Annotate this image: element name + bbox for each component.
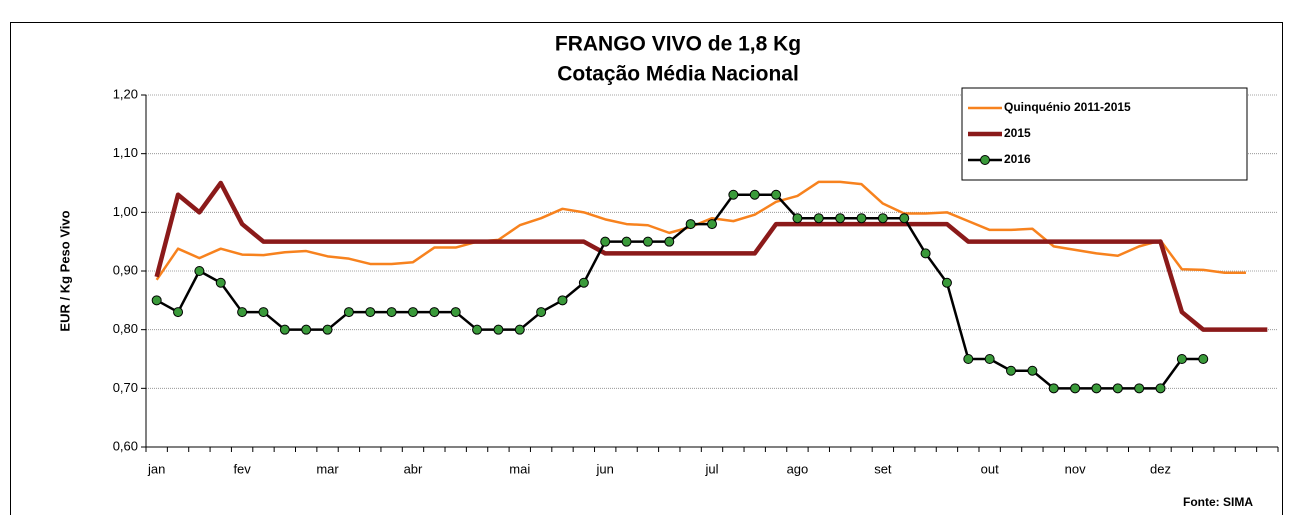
data-point (1198, 354, 1209, 364)
data-point (536, 307, 547, 318)
data-point (429, 307, 440, 318)
data-point (963, 354, 974, 364)
data-point (728, 189, 739, 200)
legend-label: Quinquénio 2011-2015 (1004, 100, 1131, 114)
x-tick-label: abr (404, 461, 423, 476)
data-point (194, 266, 205, 276)
data-point (1112, 383, 1123, 394)
data-point (664, 236, 675, 247)
data-point (1006, 365, 1017, 376)
data-point (941, 277, 952, 288)
legend-label: 2015 (1004, 126, 1031, 140)
data-point (386, 307, 397, 318)
data-point (237, 307, 248, 318)
data-point (514, 324, 525, 335)
data-point (1176, 354, 1187, 364)
data-point (600, 236, 611, 247)
x-tick-label: mai (509, 461, 530, 476)
y-axis-title: EUR / Kg Peso Vivo (57, 210, 72, 331)
data-point (792, 213, 803, 224)
data-point (343, 307, 354, 318)
data-point (685, 219, 696, 230)
data-point (642, 236, 653, 247)
data-point (258, 307, 269, 318)
data-point (835, 213, 846, 224)
data-point (749, 189, 760, 200)
x-tick-label: jul (704, 461, 718, 476)
data-point (1155, 383, 1166, 394)
data-point (1048, 383, 1059, 394)
data-point (707, 219, 717, 230)
data-point (1027, 365, 1038, 376)
x-tick-label: jun (596, 461, 614, 476)
data-point (365, 307, 376, 318)
data-point (151, 295, 162, 306)
x-tick-label: dez (1150, 461, 1171, 476)
data-point (813, 213, 824, 224)
data-point (407, 307, 418, 318)
x-tick-label: ago (787, 461, 809, 476)
data-point (1070, 383, 1081, 394)
legend-marker (980, 155, 990, 165)
data-point (450, 307, 461, 318)
y-tick-label: 1,00 (113, 204, 138, 219)
data-point (920, 248, 931, 259)
data-point (877, 213, 888, 224)
source-note: Fonte: SIMA (1183, 495, 1253, 509)
data-point (984, 354, 995, 364)
data-point (493, 324, 504, 335)
series-line (154, 180, 1268, 332)
data-point (557, 295, 568, 306)
data-point (771, 189, 782, 200)
data-point (279, 324, 290, 335)
chart-subtitle: Cotação Média Nacional (557, 63, 799, 86)
data-point (578, 277, 589, 288)
data-point (899, 213, 910, 224)
data-point (1134, 383, 1145, 394)
y-tick-label: 1,10 (113, 145, 138, 160)
data-point (301, 324, 312, 335)
data-point (472, 324, 483, 335)
x-tick-label: nov (1065, 461, 1086, 476)
y-tick-label: 0,90 (113, 262, 138, 277)
y-tick-label: 0,80 (113, 321, 138, 336)
y-tick-label: 1,20 (113, 86, 138, 101)
legend-label: 2016 (1004, 152, 1031, 166)
data-point (215, 277, 226, 288)
x-tick-label: mar (316, 461, 339, 476)
x-tick-label: fev (233, 461, 251, 476)
data-point (621, 236, 632, 247)
x-tick-label: set (874, 461, 892, 476)
x-tick-label: jan (147, 461, 165, 476)
data-point (1091, 383, 1102, 394)
chart-title: FRANGO VIVO de 1,8 Kg (555, 33, 801, 56)
series-line (155, 180, 1246, 281)
y-tick-label: 0,60 (113, 438, 138, 453)
data-point (173, 307, 184, 318)
y-tick-label: 0,70 (113, 380, 138, 395)
data-point (856, 213, 867, 224)
data-point (322, 324, 333, 335)
legend-box (961, 87, 1248, 181)
x-tick-label: out (981, 461, 999, 476)
